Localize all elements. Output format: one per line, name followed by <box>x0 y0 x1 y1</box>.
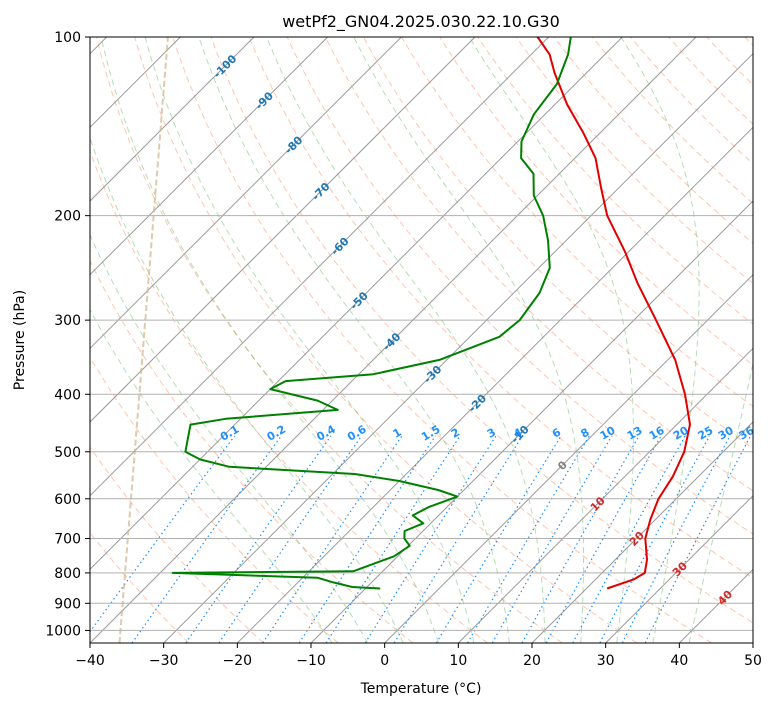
moist-adiabat <box>468 37 634 643</box>
moist-adiabat <box>620 37 700 643</box>
background-lines <box>90 37 753 643</box>
skewed-isotherm <box>90 37 623 571</box>
series-group <box>171 37 691 590</box>
dry-adiabat <box>96 37 563 643</box>
reference-curve <box>118 37 169 643</box>
dry-adiabat <box>90 149 488 643</box>
mixing-ratio-line <box>545 435 662 643</box>
skewed-isotherm <box>236 126 753 643</box>
skewed-isotherm <box>531 421 753 643</box>
temperature-profile-line <box>536 37 691 590</box>
moist-adiabat <box>353 37 585 643</box>
skewed-isotherm <box>90 37 697 643</box>
moist-adiabat <box>688 361 753 643</box>
x-tick-label: −20 <box>223 653 253 669</box>
mixing-ratio-line <box>572 435 686 643</box>
mixing-ratio-line <box>644 435 752 643</box>
skewed-isotherm <box>90 37 550 497</box>
y-tick-label: 300 <box>54 313 81 329</box>
dry-adiabat <box>439 37 753 366</box>
x-tick-label: 0 <box>380 653 389 669</box>
moist-adiabat <box>90 233 369 643</box>
skewed-isotherm <box>457 347 753 643</box>
y-tick-label: 100 <box>54 30 81 46</box>
skewed-isotherm <box>90 37 476 423</box>
moist-adiabat <box>90 308 333 643</box>
skewed-isotherm <box>90 37 329 276</box>
skewed-isotherm <box>384 273 753 643</box>
x-tick-label: −10 <box>296 653 326 669</box>
dry-adiabat <box>90 446 264 643</box>
y-tick-label: 400 <box>54 387 81 403</box>
mixing-ratio-line <box>621 435 731 643</box>
y-tick-label: 500 <box>54 445 81 461</box>
dry-adiabat <box>591 37 753 204</box>
mixing-ratio-line <box>298 435 436 643</box>
dry-adiabat <box>134 37 638 643</box>
dry-adiabat <box>553 37 753 244</box>
moist-adiabat <box>144 37 475 643</box>
dry-adiabat <box>248 37 753 579</box>
y-tick-label: 800 <box>54 566 81 582</box>
dry-adiabat <box>477 37 753 325</box>
x-tick-label: 30 <box>597 653 615 669</box>
axes: −40 −30 −20 −10 0 10 20 30 40 50 100 200 300 400 500 60… <box>45 30 762 669</box>
mixing-ratio-line <box>185 435 332 643</box>
moist-adiabat <box>198 37 510 643</box>
moist-adiabat <box>266 37 546 643</box>
x-tick-label: −40 <box>75 653 105 669</box>
y-tick-label: 600 <box>54 492 81 508</box>
dewpoint-profile-line <box>171 37 572 590</box>
moist-adiabat <box>100 37 439 643</box>
mixing-ratio-line <box>491 435 613 643</box>
dry-adiabat <box>172 37 712 643</box>
x-tick-label: 40 <box>670 653 688 669</box>
dry-adiabat <box>90 259 414 643</box>
skewed-isotherm <box>90 37 255 202</box>
y-tick-label: 200 <box>54 209 81 225</box>
y-tick-label: 700 <box>54 532 81 548</box>
y-axis-label: Pressure (hPa) <box>12 290 28 390</box>
chart-title: wetPf2_GN04.2025.030.22.10.G30 <box>282 12 560 32</box>
x-axis-label: Temperature (°C) <box>360 681 482 697</box>
x-tick-label: −30 <box>149 653 179 669</box>
grid <box>90 37 753 631</box>
skewed-isotherm <box>310 200 753 643</box>
x-tick-label: 10 <box>449 653 467 669</box>
skewed-isotherm <box>605 494 753 643</box>
skewed-isotherm <box>90 37 402 350</box>
x-tick-label: 50 <box>744 653 762 669</box>
skewed-isotherm <box>163 52 753 643</box>
dry-adiabat <box>363 37 753 449</box>
plot-frame <box>89 36 754 644</box>
mixing-ratio-line <box>325 435 461 643</box>
mixing-ratio-line <box>262 435 403 643</box>
x-tick-label: 20 <box>523 653 541 669</box>
mixing-ratio-line <box>435 435 562 643</box>
y-tick-label: 900 <box>54 596 81 612</box>
dry-adiabat <box>630 37 753 165</box>
moist-adiabat <box>90 136 404 643</box>
mixing-ratio-line <box>599 435 711 643</box>
dry-adiabat <box>286 37 753 535</box>
mixing-ratio-line <box>521 435 640 643</box>
y-tick-label: 1000 <box>45 623 81 639</box>
